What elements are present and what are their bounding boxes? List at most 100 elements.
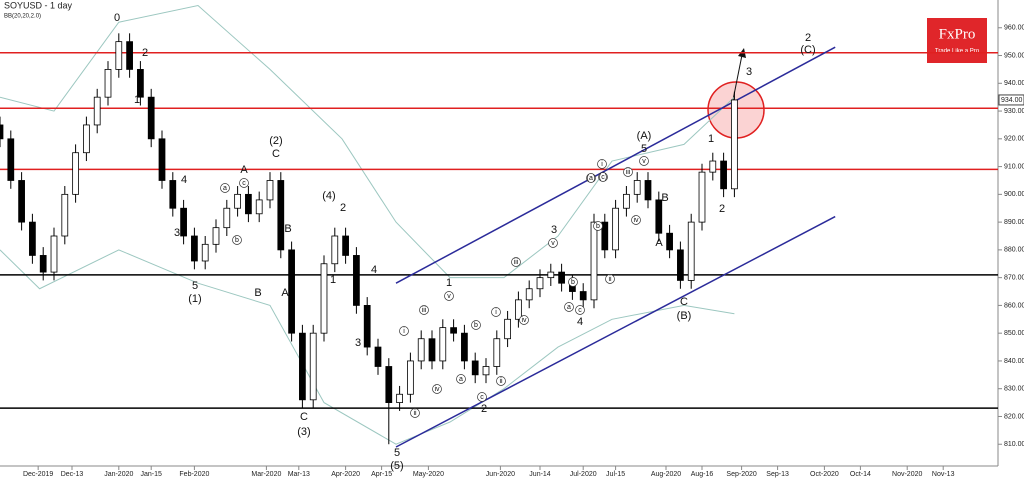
logo-name: FxPro [939, 26, 976, 42]
wave-circle [597, 159, 607, 169]
channel-line [395, 215, 836, 448]
wave-circle [623, 167, 633, 177]
wave-label: iii [422, 307, 427, 314]
candle-body [126, 41, 133, 70]
price-tag-label: 934.00 [1001, 97, 1023, 104]
wave-label: iv [633, 217, 639, 224]
wave-label: a [567, 304, 571, 311]
wave-label: 5 [641, 143, 647, 155]
x-tick-label: Sep-13 [766, 471, 789, 478]
candle-body [115, 41, 123, 70]
wave-circle [471, 320, 481, 330]
candle-body [93, 96, 101, 126]
wave-circle [631, 215, 641, 225]
candle-body [493, 338, 501, 367]
y-tick-label: 880.00 [1004, 247, 1024, 254]
candle-body [353, 255, 360, 306]
wave-circle [639, 156, 649, 166]
wave-circle [575, 305, 585, 315]
y-tick-label: 810.00 [1004, 441, 1024, 448]
wave-label: iv [434, 386, 440, 393]
x-tick-label: Dec-13 [61, 471, 84, 478]
wave-label: 2 [805, 32, 811, 44]
candle-body [536, 277, 544, 290]
candle-body [158, 138, 166, 181]
candle-body [180, 207, 187, 237]
wave-label: c [242, 180, 246, 187]
wave-label: 2 [142, 47, 148, 59]
wave-circle [444, 291, 454, 301]
candle-body [374, 346, 382, 367]
wave-label: 2 [481, 403, 487, 415]
candle-body [677, 249, 684, 281]
candle-body [407, 360, 414, 395]
candle-body [223, 207, 231, 229]
wave-label: A [281, 287, 289, 299]
wave-label: 4 [371, 264, 377, 276]
x-tick-label: Nov-2020 [892, 471, 922, 478]
wave-circle [399, 326, 409, 336]
candle-body [623, 193, 630, 209]
x-tick-label: Apr-2020 [331, 471, 360, 478]
x-tick-label: Jul-15 [606, 471, 625, 478]
bollinger-band [0, 5, 735, 279]
candle-body [277, 180, 285, 251]
candle-body [137, 69, 144, 98]
candle-body [439, 327, 447, 362]
candle-body [245, 193, 252, 215]
candle-body [417, 338, 425, 362]
candle-body [320, 263, 328, 334]
wave-label: 3 [746, 66, 752, 78]
wave-label: A [240, 164, 248, 176]
wave-circle [456, 374, 466, 384]
candle-body [288, 249, 295, 334]
candle-body [0, 124, 4, 140]
candle-body [687, 221, 695, 281]
candle-body [299, 332, 306, 401]
candle-body [147, 96, 155, 140]
candle-body [709, 160, 717, 173]
y-tick-label: 830.00 [1004, 386, 1024, 393]
candle-body [590, 221, 598, 301]
y-tick-label: 840.00 [1004, 358, 1024, 365]
x-tick-label: Oct-14 [850, 471, 871, 478]
candle-body [612, 207, 619, 251]
candle-body [29, 221, 36, 256]
y-tick-label: 960.00 [1004, 25, 1024, 32]
candle-body [72, 152, 79, 195]
wave-circle [432, 384, 442, 394]
wave-label: c [578, 307, 582, 314]
wave-label: b [596, 223, 600, 230]
y-tick-label: 950.00 [1004, 52, 1024, 59]
wave-label: 0 [114, 12, 120, 24]
wave-label: B [254, 287, 261, 299]
candle-body [61, 193, 69, 237]
wave-label: 2 [340, 202, 346, 214]
y-tick-label: 870.00 [1004, 274, 1024, 281]
x-tick-label: Feb-2020 [179, 471, 209, 478]
wave-label: (a) [587, 175, 596, 182]
y-tick-label: 920.00 [1004, 136, 1024, 143]
x-tick-label: Sep-2020 [726, 471, 756, 478]
wave-circle [410, 408, 420, 418]
wave-label: C [300, 411, 308, 423]
wave-circle [239, 178, 249, 188]
x-tick-label: Dec-2019 [23, 471, 53, 478]
candle-body [385, 366, 393, 403]
wave-label: 1 [446, 277, 452, 289]
candle-body [342, 235, 349, 256]
wave-label: 4 [577, 316, 583, 328]
wave-label: C [680, 296, 688, 308]
wave-label: (3) [297, 426, 310, 438]
wave-circle [593, 221, 603, 231]
candle-body [309, 332, 317, 401]
candle-body [331, 235, 339, 265]
wave-label: C [272, 148, 280, 160]
wave-label: (C) [800, 44, 815, 56]
candle-body [18, 180, 25, 223]
candle-body [266, 180, 274, 201]
x-tick-label: Nov-13 [932, 471, 955, 478]
indicator-label: BB(20,20,2.0) [4, 14, 41, 20]
wave-circle [491, 307, 501, 317]
candle-body [471, 360, 479, 376]
